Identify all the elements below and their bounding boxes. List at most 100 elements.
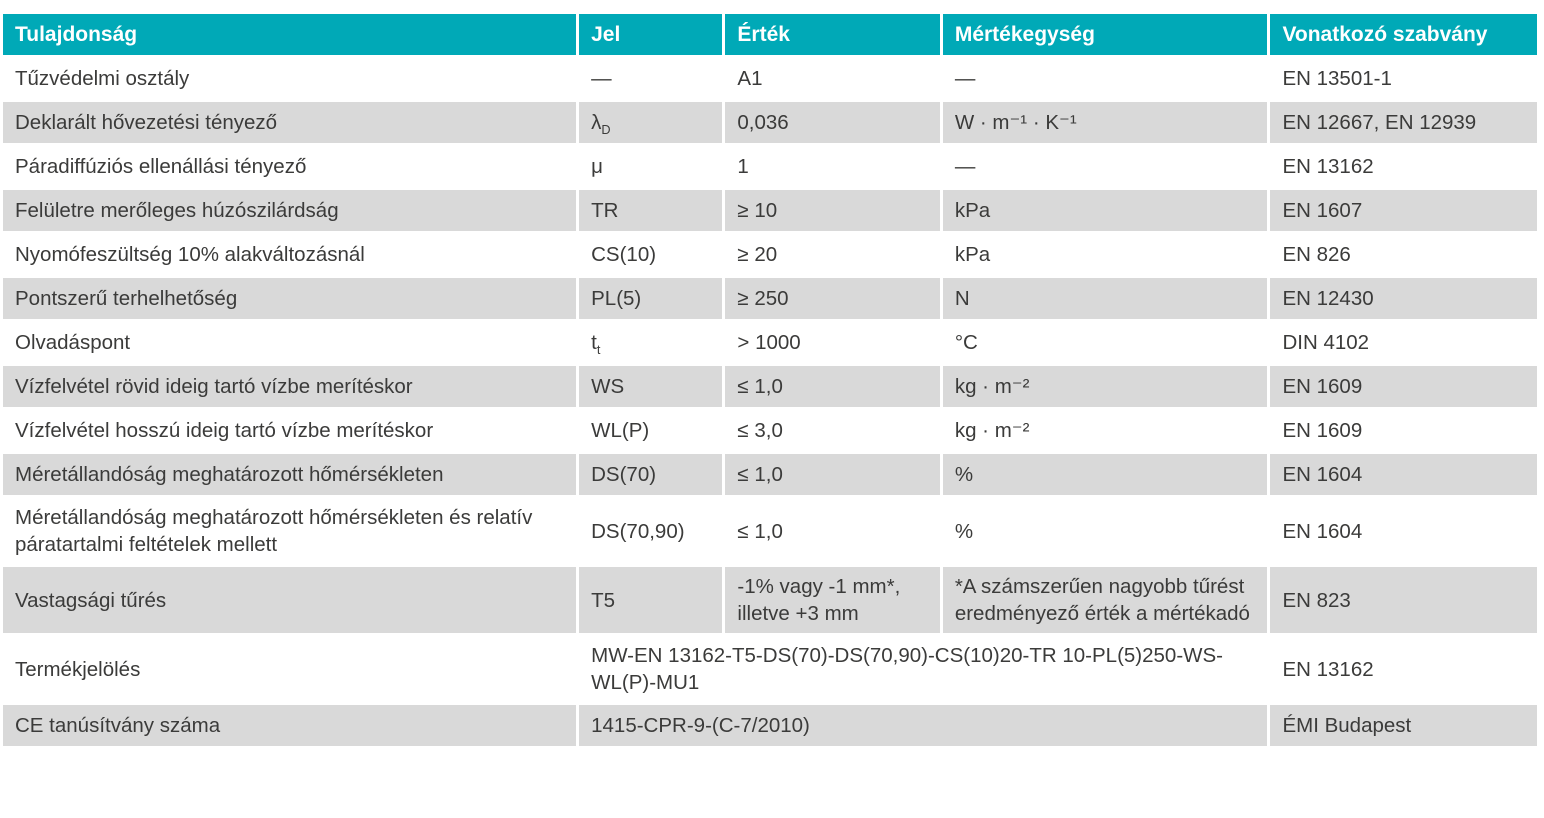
header-standard: Vonatkozó szabvány bbox=[1270, 14, 1537, 55]
cell-unit: % bbox=[942, 498, 1268, 564]
header-value: Érték bbox=[725, 14, 940, 55]
table-row: Vízfelvétel rövid ideig tartó vízbe merí… bbox=[3, 366, 1537, 407]
cell-symbol: WL(P) bbox=[579, 410, 723, 451]
cell-value: ≥ 250 bbox=[725, 278, 940, 319]
cell-symbol: μ bbox=[579, 146, 723, 187]
cell-unit: % bbox=[942, 454, 1268, 495]
symbol-text: μ bbox=[591, 155, 603, 178]
cell-value: > 1000 bbox=[725, 322, 940, 363]
cell-standard: EN 1609 bbox=[1270, 410, 1537, 451]
cell-unit: *A számszerűen nagyobb tűrést eredményez… bbox=[942, 567, 1268, 633]
header-property: Tulajdonság bbox=[3, 14, 577, 55]
cell-value: ≤ 3,0 bbox=[725, 410, 940, 451]
cell-standard: DIN 4102 bbox=[1270, 322, 1537, 363]
cell-standard: EN 826 bbox=[1270, 234, 1537, 275]
table-row: Vastagsági tűrés T5 -1% vagy -1 mm*, ill… bbox=[3, 567, 1537, 633]
table-row: Deklarált hővezetési tényező λD 0,036 W … bbox=[3, 102, 1537, 143]
table-row: Olvadáspont tt > 1000 °C DIN 4102 bbox=[3, 322, 1537, 363]
cell-symbol: DS(70) bbox=[579, 454, 723, 495]
cell-standard: EN 1609 bbox=[1270, 366, 1537, 407]
symbol-text: PL(5) bbox=[591, 287, 642, 310]
cell-value: ≤ 1,0 bbox=[725, 366, 940, 407]
cell-standard: EN 12430 bbox=[1270, 278, 1537, 319]
spec-table-container: Tulajdonság Jel Érték Mértékegység Vonat… bbox=[0, 11, 1540, 749]
cell-property: Tűzvédelmi osztály bbox=[3, 58, 577, 99]
cell-standard: EN 13501-1 bbox=[1270, 58, 1537, 99]
cell-value: -1% vagy -1 mm*, illetve +3 mm bbox=[725, 567, 940, 633]
cell-unit: kg · m⁻² bbox=[942, 410, 1268, 451]
symbol-text: TR bbox=[591, 199, 619, 222]
cell-property: Deklarált hővezetési tényező bbox=[3, 102, 577, 143]
cell-value: 0,036 bbox=[725, 102, 940, 143]
cell-value: A1 bbox=[725, 58, 940, 99]
cell-property: Vízfelvétel rövid ideig tartó vízbe merí… bbox=[3, 366, 577, 407]
symbol-subscript: D bbox=[601, 122, 611, 138]
product-spec-table: Tulajdonság Jel Érték Mértékegység Vonat… bbox=[0, 11, 1540, 749]
cell-symbol: — bbox=[579, 58, 723, 99]
cell-symbol: WS bbox=[579, 366, 723, 407]
cell-unit: N bbox=[942, 278, 1268, 319]
table-row: Vízfelvétel hosszú ideig tartó vízbe mer… bbox=[3, 410, 1537, 451]
cell-symbol: TR bbox=[579, 190, 723, 231]
cell-standard: EN 13162 bbox=[1270, 636, 1537, 702]
cell-value: ≤ 1,0 bbox=[725, 454, 940, 495]
cell-property: Pontszerű terhelhetőség bbox=[3, 278, 577, 319]
symbol-text: T5 bbox=[591, 588, 616, 612]
cell-standard: EN 13162 bbox=[1270, 146, 1537, 187]
cell-property: Méretállandóság meghatározott hőmérsékle… bbox=[3, 454, 577, 495]
symbol-text: CS(10) bbox=[591, 243, 657, 266]
cell-standard: EN 1607 bbox=[1270, 190, 1537, 231]
table-row: Méretállandóság meghatározott hőmérsékle… bbox=[3, 498, 1537, 564]
cell-unit: — bbox=[942, 146, 1268, 187]
cell-standard: ÉMI Budapest bbox=[1270, 705, 1537, 746]
symbol-text: — bbox=[591, 67, 612, 90]
table-row: Tűzvédelmi osztály — A1 — EN 13501-1 bbox=[3, 58, 1537, 99]
symbol-text: DS(70,90) bbox=[591, 519, 685, 543]
table-row: Felületre merőleges húzószilárdság TR ≥ … bbox=[3, 190, 1537, 231]
cell-property: Páradiffúziós ellenállási tényező bbox=[3, 146, 577, 187]
cell-value: ≥ 10 bbox=[725, 190, 940, 231]
cell-value: ≥ 20 bbox=[725, 234, 940, 275]
cell-property: Felületre merőleges húzószilárdság bbox=[3, 190, 577, 231]
table-row: Méretállandóság meghatározott hőmérsékle… bbox=[3, 454, 1537, 495]
table-row: Nyomófeszültség 10% alakváltozásnál CS(1… bbox=[3, 234, 1537, 275]
symbol-subscript: t bbox=[596, 342, 601, 358]
header-symbol: Jel bbox=[579, 14, 723, 55]
table-row: Termékjelölés MW-EN 13162-T5-DS(70)-DS(7… bbox=[3, 636, 1537, 702]
cell-unit: kPa bbox=[942, 234, 1268, 275]
cell-standard: EN 1604 bbox=[1270, 454, 1537, 495]
cell-property: Termékjelölés bbox=[3, 636, 577, 702]
cell-unit: W · m⁻¹ · K⁻¹ bbox=[942, 102, 1268, 143]
header-unit: Mértékegység bbox=[942, 14, 1268, 55]
symbol-text: WS bbox=[591, 375, 625, 398]
cell-standard: EN 1604 bbox=[1270, 498, 1537, 564]
cell-unit: kPa bbox=[942, 190, 1268, 231]
cell-value-span: 1415-CPR-9-(C-7/2010) bbox=[579, 705, 1268, 746]
cell-value-span: MW-EN 13162-T5-DS(70)-DS(70,90)-CS(10)20… bbox=[579, 636, 1268, 702]
cell-symbol: PL(5) bbox=[579, 278, 723, 319]
cell-standard: EN 823 bbox=[1270, 567, 1537, 633]
cell-symbol: CS(10) bbox=[579, 234, 723, 275]
table-row: Páradiffúziós ellenállási tényező μ 1 — … bbox=[3, 146, 1537, 187]
cell-standard: EN 12667, EN 12939 bbox=[1270, 102, 1537, 143]
table-row: Pontszerű terhelhetőség PL(5) ≥ 250 N EN… bbox=[3, 278, 1537, 319]
cell-property: Vastagsági tűrés bbox=[3, 567, 577, 633]
cell-unit: — bbox=[942, 58, 1268, 99]
symbol-text: λ bbox=[591, 111, 602, 134]
symbol-text: DS(70) bbox=[591, 463, 657, 486]
cell-unit: °C bbox=[942, 322, 1268, 363]
cell-property: Olvadáspont bbox=[3, 322, 577, 363]
cell-symbol: T5 bbox=[579, 567, 723, 633]
cell-symbol: λD bbox=[579, 102, 723, 143]
cell-property: Méretállandóság meghatározott hőmérsékle… bbox=[3, 498, 577, 564]
cell-symbol: DS(70,90) bbox=[579, 498, 723, 564]
table-header-row: Tulajdonság Jel Érték Mértékegység Vonat… bbox=[3, 14, 1537, 55]
cell-property: Nyomófeszültség 10% alakváltozásnál bbox=[3, 234, 577, 275]
cell-value: ≤ 1,0 bbox=[725, 498, 940, 564]
table-row: CE tanúsítvány száma 1415-CPR-9-(C-7/201… bbox=[3, 705, 1537, 746]
cell-value: 1 bbox=[725, 146, 940, 187]
cell-unit: kg · m⁻² bbox=[942, 366, 1268, 407]
cell-property: Vízfelvétel hosszú ideig tartó vízbe mer… bbox=[3, 410, 577, 451]
symbol-text: t bbox=[591, 331, 597, 354]
cell-property: CE tanúsítvány száma bbox=[3, 705, 577, 746]
